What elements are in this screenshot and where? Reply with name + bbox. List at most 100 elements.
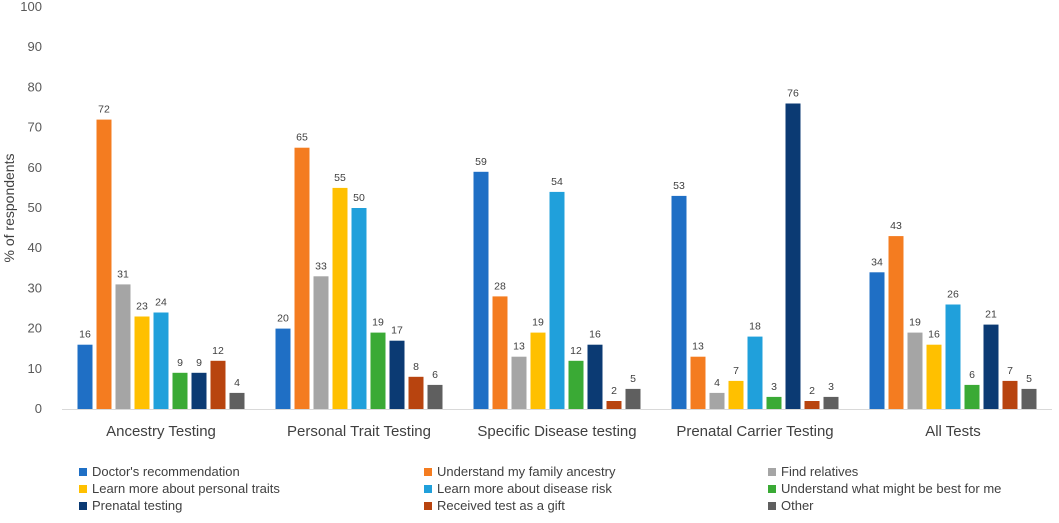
data-label: 19 <box>372 317 384 329</box>
bar-personal-trait-testing-understand-my-family-ancestry <box>294 147 310 409</box>
bar-ancestry-testing-understand-what-might-be-best-for-me <box>172 372 188 409</box>
bar-personal-trait-testing-prenatal-testing <box>389 340 405 409</box>
data-label: 8 <box>413 361 419 373</box>
data-label: 12 <box>212 345 224 357</box>
bar-all-tests-other <box>1021 388 1037 409</box>
y-tick-label: 10 <box>28 361 42 376</box>
data-label: 2 <box>611 385 617 397</box>
legend-item-find-relatives: Find relatives <box>768 464 859 479</box>
y-tick-label: 30 <box>28 280 42 295</box>
y-tick-label: 60 <box>28 160 42 175</box>
bar-specific-disease-testing-received-test-as-a-gift <box>606 401 622 409</box>
legend-swatch <box>768 502 776 510</box>
legend-item-understand-what-might-be-best-for-me: Understand what might be best for me <box>768 481 1001 496</box>
bar-ancestry-testing-learn-more-about-personal-traits <box>134 316 150 409</box>
bar-all-tests-find-relatives <box>907 332 923 409</box>
bar-specific-disease-testing-other <box>625 388 641 409</box>
data-label: 4 <box>714 377 720 389</box>
data-label: 24 <box>155 297 167 309</box>
bar-groups <box>77 103 1037 409</box>
bar-personal-trait-testing-learn-more-about-personal-traits <box>332 187 348 409</box>
y-tick-label: 90 <box>28 39 42 54</box>
data-label: 50 <box>353 192 365 204</box>
data-label: 28 <box>494 280 506 292</box>
bar-ancestry-testing-find-relatives <box>115 284 131 409</box>
y-axis-ticks: 0 10 20 30 40 50 60 70 80 90 100 <box>20 0 42 416</box>
y-tick-label: 70 <box>28 120 42 135</box>
legend-label: Doctor's recommendation <box>92 464 240 479</box>
bar-personal-trait-testing-other <box>427 384 443 409</box>
y-tick-label: 100 <box>20 0 42 14</box>
legend-swatch <box>768 485 776 493</box>
data-label: 23 <box>136 301 148 313</box>
bar-all-tests-learn-more-about-disease-risk <box>945 304 961 409</box>
bar-prenatal-carrier-testing-find-relatives <box>709 392 725 409</box>
data-label: 7 <box>1007 365 1013 377</box>
legend-swatch <box>79 502 87 510</box>
legend-swatch <box>424 485 432 493</box>
data-label: 6 <box>432 369 438 381</box>
bar-all-tests-understand-what-might-be-best-for-me <box>964 384 980 409</box>
bar-specific-disease-testing-understand-what-might-be-best-for-me <box>568 360 584 409</box>
data-label: 7 <box>733 365 739 377</box>
legend-swatch <box>768 468 776 476</box>
bar-specific-disease-testing-learn-more-about-personal-traits <box>530 332 546 409</box>
data-label: 55 <box>334 172 346 184</box>
data-label: 21 <box>985 309 997 321</box>
category-labels: Ancestry Testing Personal Trait Testing Sp… <box>106 423 981 440</box>
legend-label: Other <box>781 498 814 513</box>
legend-label: Learn more about disease risk <box>437 481 612 496</box>
bar-personal-trait-testing-learn-more-about-disease-risk <box>351 208 367 409</box>
legend-label: Received test as a gift <box>437 498 565 513</box>
category-label-prenatal-carrier-testing: Prenatal Carrier Testing <box>676 423 833 440</box>
data-label: 19 <box>909 317 921 329</box>
bar-personal-trait-testing-find-relatives <box>313 276 329 409</box>
bar-personal-trait-testing-received-test-as-a-gift <box>408 376 424 409</box>
data-label: 9 <box>177 357 183 369</box>
data-label: 5 <box>630 373 636 385</box>
bar-personal-trait-testing-doctor-s-recommendation <box>275 328 291 409</box>
category-label-all-tests: All Tests <box>925 423 981 440</box>
y-tick-label: 0 <box>35 401 42 416</box>
data-label: 18 <box>749 321 761 333</box>
bar-ancestry-testing-doctor-s-recommendation <box>77 344 93 409</box>
bar-prenatal-carrier-testing-doctor-s-recommendation <box>671 195 687 409</box>
bar-prenatal-carrier-testing-other <box>823 396 839 409</box>
legend-swatch <box>424 502 432 510</box>
category-label-ancestry-testing: Ancestry Testing <box>106 423 216 440</box>
data-label: 72 <box>98 104 110 116</box>
bar-specific-disease-testing-find-relatives <box>511 356 527 409</box>
data-label: 9 <box>196 357 202 369</box>
legend-label: Prenatal testing <box>92 498 182 513</box>
bar-all-tests-learn-more-about-personal-traits <box>926 344 942 409</box>
legend-swatch <box>79 468 87 476</box>
legend-label: Learn more about personal traits <box>92 481 280 496</box>
y-tick-label: 40 <box>28 240 42 255</box>
data-label: 12 <box>570 345 582 357</box>
data-label: 26 <box>947 289 959 301</box>
legend-label: Understand my family ancestry <box>437 464 616 479</box>
y-tick-label: 20 <box>28 321 42 336</box>
data-label: 54 <box>551 176 563 188</box>
bar-all-tests-doctor-s-recommendation <box>869 272 885 409</box>
data-label: 33 <box>315 260 327 272</box>
legend-label: Find relatives <box>781 464 859 479</box>
data-label: 6 <box>969 369 975 381</box>
bar-ancestry-testing-understand-my-family-ancestry <box>96 119 112 409</box>
data-label: 53 <box>673 180 685 192</box>
bar-prenatal-carrier-testing-understand-what-might-be-best-for-me <box>766 396 782 409</box>
data-label: 2 <box>809 385 815 397</box>
legend-label: Understand what might be best for me <box>781 481 1001 496</box>
data-label: 16 <box>589 329 601 341</box>
data-label: 16 <box>79 329 91 341</box>
bar-prenatal-carrier-testing-learn-more-about-personal-traits <box>728 380 744 409</box>
bar-all-tests-received-test-as-a-gift <box>1002 380 1018 409</box>
bar-all-tests-prenatal-testing <box>983 324 999 409</box>
legend-item-understand-my-family-ancestry: Understand my family ancestry <box>424 464 616 479</box>
data-label: 65 <box>296 132 308 144</box>
y-tick-label: 50 <box>28 200 42 215</box>
legend-item-learn-more-about-personal-traits: Learn more about personal traits <box>79 481 280 496</box>
data-label: 76 <box>787 88 799 100</box>
data-label: 3 <box>771 381 777 393</box>
